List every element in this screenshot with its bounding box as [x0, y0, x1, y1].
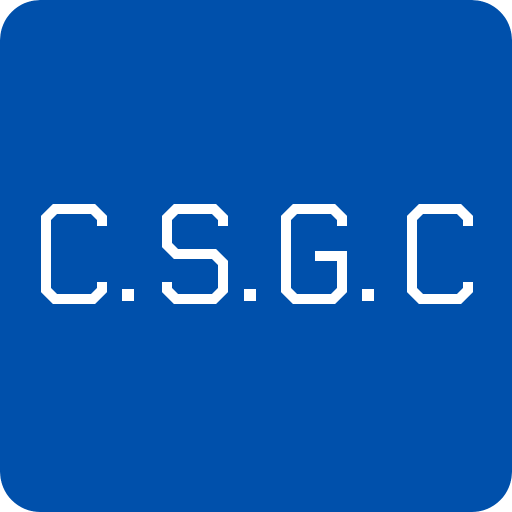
logo-letter-g: [281, 204, 347, 304]
logo-letter-s: [162, 204, 228, 304]
logo-dot: [122, 289, 134, 301]
logo-dot: [362, 289, 374, 301]
logo-letter-c: [407, 204, 473, 304]
logo-wordmark: [41, 204, 473, 304]
logo-dot: [244, 289, 256, 301]
logo-letter-c: [41, 204, 107, 304]
